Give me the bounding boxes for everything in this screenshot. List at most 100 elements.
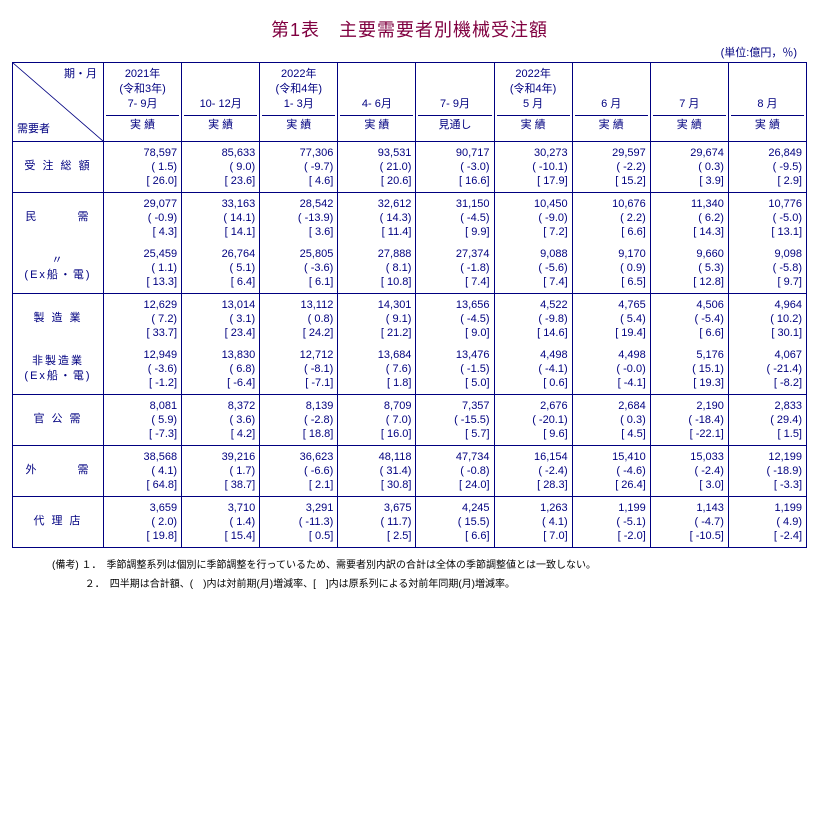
data-cell: 4,506( -5.4)[ 6.6] (650, 294, 728, 345)
col-header: 2022年(令和4年)1- 3月実 績 (260, 63, 338, 142)
data-cell: 29,597( -2.2)[ 15.2] (572, 142, 650, 193)
data-cell: 1,199( 4.9)[ -2.4] (728, 497, 806, 548)
footnote-line: ２． 四半期は合計額、( )内は対前期(月)増減率、[ ]内は原系列による対前年… (52, 575, 807, 594)
table-row: 〃(Ex船・電)25,459( 1.1)[ 13.3]26,764( 5.1)[… (13, 243, 807, 294)
data-cell: 48,118( 31.4)[ 30.8] (338, 446, 416, 497)
col-header: 6 月実 績 (572, 63, 650, 142)
data-cell: 78,597( 1.5)[ 26.0] (104, 142, 182, 193)
data-cell: 2,684( 0.3)[ 4.5] (572, 395, 650, 446)
data-cell: 8,709( 7.0)[ 16.0] (338, 395, 416, 446)
data-cell: 33,163( 14.1)[ 14.1] (182, 193, 260, 244)
data-cell: 12,949( -3.6)[ -1.2] (104, 344, 182, 395)
data-cell: 9,088( -5.6)[ 7.4] (494, 243, 572, 294)
data-cell: 7,357( -15.5)[ 5.7] (416, 395, 494, 446)
row-label: 製 造 業 (13, 294, 104, 345)
data-cell: 4,498( -4.1)[ 0.6] (494, 344, 572, 395)
data-cell: 12,629( 7.2)[ 33.7] (104, 294, 182, 345)
data-cell: 3,710( 1.4)[ 15.4] (182, 497, 260, 548)
data-cell: 47,734( -0.8)[ 24.0] (416, 446, 494, 497)
data-cell: 27,374( -1.8)[ 7.4] (416, 243, 494, 294)
data-cell: 30,273( -10.1)[ 17.9] (494, 142, 572, 193)
col-header: 8 月実 績 (728, 63, 806, 142)
data-cell: 13,476( -1.5)[ 5.0] (416, 344, 494, 395)
data-cell: 77,306( -9.7)[ 4.6] (260, 142, 338, 193)
data-cell: 29,674( 0.3)[ 3.9] (650, 142, 728, 193)
data-cell: 4,245( 15.5)[ 6.6] (416, 497, 494, 548)
data-cell: 13,830( 6.8)[ -6.4] (182, 344, 260, 395)
row-label: 民 需 (13, 193, 104, 244)
data-cell: 38,568( 4.1)[ 64.8] (104, 446, 182, 497)
data-cell: 15,410( -4.6)[ 26.4] (572, 446, 650, 497)
data-cell: 10,450( -9.0)[ 7.2] (494, 193, 572, 244)
col-header: 4- 6月実 績 (338, 63, 416, 142)
data-cell: 25,805( -3.6)[ 6.1] (260, 243, 338, 294)
data-cell: 13,014( 3.1)[ 23.4] (182, 294, 260, 345)
data-cell: 36,623( -6.6)[ 2.1] (260, 446, 338, 497)
table-row: 外 需38,568( 4.1)[ 64.8]39,216( 1.7)[ 38.7… (13, 446, 807, 497)
data-cell: 1,199( -5.1)[ -2.0] (572, 497, 650, 548)
data-cell: 15,033( -2.4)[ 3.0] (650, 446, 728, 497)
table-row: 製 造 業12,629( 7.2)[ 33.7]13,014( 3.1)[ 23… (13, 294, 807, 345)
data-cell: 8,372( 3.6)[ 4.2] (182, 395, 260, 446)
col-header: 7 月実 績 (650, 63, 728, 142)
data-cell: 12,199( -18.9)[ -3.3] (728, 446, 806, 497)
corner-bottom-label: 需要者 (17, 122, 50, 137)
data-cell: 9,660( 5.3)[ 12.8] (650, 243, 728, 294)
data-cell: 39,216( 1.7)[ 38.7] (182, 446, 260, 497)
col-header: 7- 9月見通し (416, 63, 494, 142)
data-cell: 29,077( -0.9)[ 4.3] (104, 193, 182, 244)
data-cell: 8,081( 5.9)[ -7.3] (104, 395, 182, 446)
data-cell: 93,531( 21.0)[ 20.6] (338, 142, 416, 193)
data-cell: 28,542( -13.9)[ 3.6] (260, 193, 338, 244)
data-cell: 85,633( 9.0)[ 23.6] (182, 142, 260, 193)
row-label: 非製造業(Ex船・電) (13, 344, 104, 395)
data-cell: 1,143( -4.7)[ -10.5] (650, 497, 728, 548)
data-cell: 5,176( 15.1)[ 19.3] (650, 344, 728, 395)
data-cell: 3,675( 11.7)[ 2.5] (338, 497, 416, 548)
row-label: 受 注 総 額 (13, 142, 104, 193)
data-cell: 26,764( 5.1)[ 6.4] (182, 243, 260, 294)
table-row: 受 注 総 額78,597( 1.5)[ 26.0]85,633( 9.0)[ … (13, 142, 807, 193)
data-cell: 9,098( -5.8)[ 9.7] (728, 243, 806, 294)
data-cell: 3,291( -11.3)[ 0.5] (260, 497, 338, 548)
data-cell: 27,888( 8.1)[ 10.8] (338, 243, 416, 294)
data-cell: 2,676( -20.1)[ 9.6] (494, 395, 572, 446)
data-cell: 31,150( -4.5)[ 9.9] (416, 193, 494, 244)
row-label: 〃(Ex船・電) (13, 243, 104, 294)
data-cell: 11,340( 6.2)[ 14.3] (650, 193, 728, 244)
footnotes: (備考) １． 季節調整系列は個別に季節調整を行っているため、需要者別内訳の合計… (52, 556, 807, 594)
unit-label: (単位:億円，％) (12, 44, 797, 60)
data-cell: 12,712( -8.1)[ -7.1] (260, 344, 338, 395)
data-cell: 3,659( 2.0)[ 19.8] (104, 497, 182, 548)
table-title: 第1表 主要需要者別機械受注額 (12, 16, 807, 42)
data-cell: 14,301( 9.1)[ 21.2] (338, 294, 416, 345)
data-cell: 10,776( -5.0)[ 13.1] (728, 193, 806, 244)
table-row: 非製造業(Ex船・電)12,949( -3.6)[ -1.2]13,830( 6… (13, 344, 807, 395)
row-label: 外 需 (13, 446, 104, 497)
data-cell: 1,263( 4.1)[ 7.0] (494, 497, 572, 548)
data-cell: 32,612( 14.3)[ 11.4] (338, 193, 416, 244)
table-row: 民 需29,077( -0.9)[ 4.3]33,163( 14.1)[ 14.… (13, 193, 807, 244)
data-cell: 26,849( -9.5)[ 2.9] (728, 142, 806, 193)
row-label: 官 公 需 (13, 395, 104, 446)
data-cell: 4,498( -0.0)[ -4.1] (572, 344, 650, 395)
data-cell: 4,522( -9.8)[ 14.6] (494, 294, 572, 345)
data-cell: 2,833( 29.4)[ 1.5] (728, 395, 806, 446)
data-cell: 10,676( 2.2)[ 6.6] (572, 193, 650, 244)
table-row: 代 理 店3,659( 2.0)[ 19.8]3,710( 1.4)[ 15.4… (13, 497, 807, 548)
data-cell: 16,154( -2.4)[ 28.3] (494, 446, 572, 497)
data-cell: 2,190( -18.4)[ -22.1] (650, 395, 728, 446)
data-cell: 4,765( 5.4)[ 19.4] (572, 294, 650, 345)
data-cell: 90,717( -3.0)[ 16.6] (416, 142, 494, 193)
orders-table: 期・月需要者2021年(令和3年)7- 9月実 績 10- 12月実 績2022… (12, 62, 807, 548)
data-cell: 25,459( 1.1)[ 13.3] (104, 243, 182, 294)
data-cell: 13,112( 0.8)[ 24.2] (260, 294, 338, 345)
data-cell: 13,656( -4.5)[ 9.0] (416, 294, 494, 345)
corner-top-label: 期・月 (64, 67, 97, 82)
data-cell: 9,170( 0.9)[ 6.5] (572, 243, 650, 294)
col-header: 2021年(令和3年)7- 9月実 績 (104, 63, 182, 142)
col-header: 2022年(令和4年)5 月実 績 (494, 63, 572, 142)
table-row: 官 公 需8,081( 5.9)[ -7.3]8,372( 3.6)[ 4.2]… (13, 395, 807, 446)
row-label: 代 理 店 (13, 497, 104, 548)
data-cell: 4,067( -21.4)[ -8.2] (728, 344, 806, 395)
